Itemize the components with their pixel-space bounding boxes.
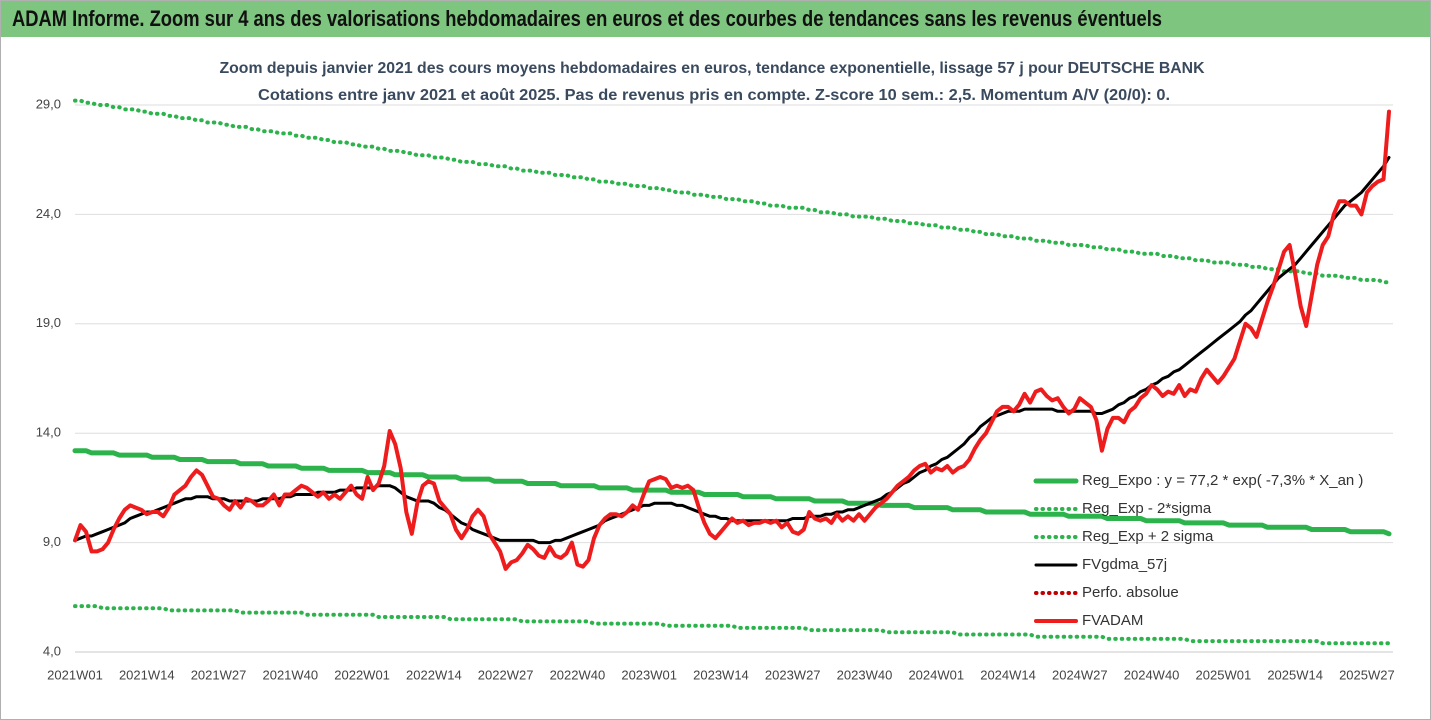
x-tick-label: 2022W40 — [550, 667, 606, 682]
chart-subtitle: Cotations entre janv 2021 et août 2025. … — [258, 87, 1170, 104]
legend-label: FVADAM — [1082, 612, 1143, 629]
header-title: ADAM Informe. Zoom sur 4 ans des valoris… — [12, 6, 1162, 31]
legend-label: FVgdma_57j — [1082, 556, 1167, 573]
legend-label: Reg_Exp - 2*sigma — [1082, 500, 1212, 517]
chart-title: Zoom depuis janvier 2021 des cours moyen… — [220, 60, 1205, 77]
x-tick-label: 2024W01 — [908, 667, 964, 682]
x-tick-label: 2024W14 — [980, 667, 1036, 682]
x-tick-label: 2022W14 — [406, 667, 462, 682]
header-band — [1, 1, 1430, 37]
x-tick-label: 2023W40 — [837, 667, 893, 682]
x-tick-label: 2025W14 — [1267, 667, 1323, 682]
x-tick-label: 2024W40 — [1124, 667, 1180, 682]
y-tick-label: 9,0 — [43, 534, 61, 549]
x-tick-label: 2024W27 — [1052, 667, 1108, 682]
plot — [72, 98, 1392, 646]
legend-label: Reg_Expo : y = 77,2 * exp( -7,3% * X_an … — [1082, 472, 1363, 489]
x-tick-label: 2023W01 — [621, 667, 677, 682]
legend-label: Perfo. absolue — [1082, 584, 1179, 601]
y-tick-label: 29,0 — [36, 96, 61, 111]
series-line — [73, 98, 1391, 285]
legend: Reg_Expo : y = 77,2 * exp( -7,3% * X_an … — [1033, 472, 1363, 629]
legend-label: Reg_Exp + 2 sigma — [1082, 528, 1214, 545]
series-line — [72, 448, 1392, 537]
y-tick-label: 24,0 — [36, 206, 61, 221]
y-tick-label: 19,0 — [36, 315, 61, 330]
x-tick-label: 2022W27 — [478, 667, 534, 682]
x-tick-label: 2025W01 — [1196, 667, 1252, 682]
series-line — [73, 604, 1391, 646]
x-tick-label: 2021W14 — [119, 667, 175, 682]
x-tick-label: 2021W27 — [191, 667, 247, 682]
x-tick-label: 2023W27 — [765, 667, 821, 682]
grid: 4,0 9,0 14,0 19,0 24,0 29,0 2021W01 2021W14 2021… — [36, 96, 1395, 682]
x-tick-label: 2021W01 — [47, 667, 103, 682]
series-line — [73, 109, 1391, 571]
x-tick-label: 2021W40 — [262, 667, 318, 682]
y-tick-label: 14,0 — [36, 425, 61, 440]
x-tick-label: 2025W27 — [1339, 667, 1395, 682]
x-tick-label: 2023W14 — [693, 667, 749, 682]
y-tick-label: 4,0 — [43, 643, 61, 658]
x-tick-label: 2022W01 — [334, 667, 390, 682]
